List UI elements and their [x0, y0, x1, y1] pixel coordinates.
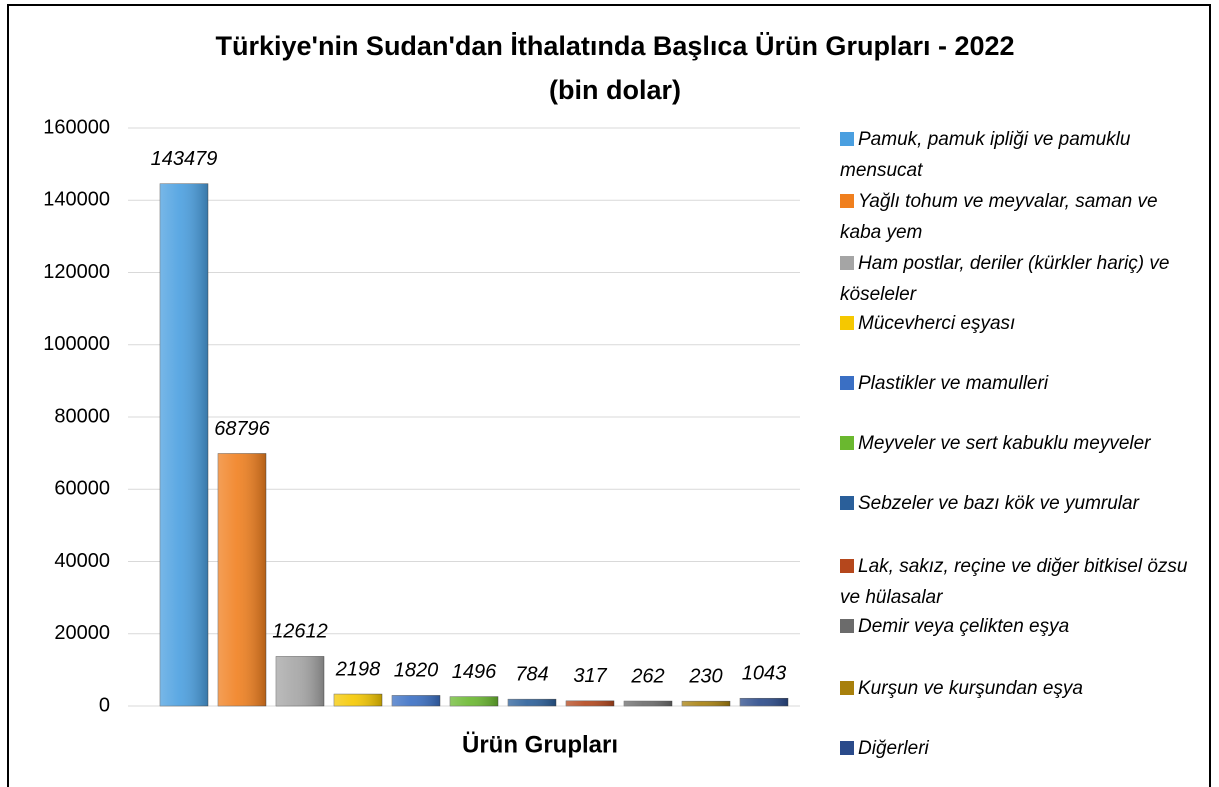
bar-shade: [276, 656, 324, 706]
legend-swatch: [840, 376, 854, 390]
legend-entry: Pamuk, pamuk ipliği ve pamuklu mensucat: [840, 124, 1200, 186]
y-tick-label: 140000: [43, 189, 110, 211]
legend-label: Lak, sakız, reçine ve diğer bitkisel özs…: [840, 556, 1188, 608]
data-label: 143479: [151, 148, 218, 170]
y-tick-label: 120000: [43, 261, 110, 283]
y-tick-label: 40000: [54, 550, 110, 572]
data-label: 1496: [452, 661, 497, 683]
y-tick-label: 20000: [54, 622, 110, 644]
legend-entry: Meyveler ve sert kabuklu meyveler: [840, 428, 1200, 459]
bar-shade: [334, 694, 382, 706]
y-tick-label: 80000: [54, 405, 110, 427]
legend-swatch: [840, 496, 854, 510]
chart-frame: [7, 4, 1211, 787]
legend-entry: Ham postlar, deriler (kürkler hariç) ve …: [840, 248, 1200, 310]
data-label: 784: [515, 663, 548, 685]
legend-entry: Lak, sakız, reçine ve diğer bitkisel özs…: [840, 551, 1200, 613]
y-tick-label: 60000: [54, 478, 110, 500]
legend-entry: Diğerleri: [840, 733, 1200, 764]
data-label: 1043: [742, 663, 787, 685]
legend-entry: Kurşun ve kurşundan eşya: [840, 673, 1200, 704]
legend-label: Diğerleri: [858, 738, 929, 759]
bar-shade: [740, 698, 788, 706]
chart-title: Türkiye'nin Sudan'dan İthalatında Başlıc…: [215, 31, 1014, 61]
legend-label: Pamuk, pamuk ipliği ve pamuklu mensucat: [840, 129, 1131, 181]
bar-shade: [566, 700, 614, 706]
data-label: 12612: [272, 621, 328, 643]
data-label: 262: [630, 665, 664, 687]
legend-swatch: [840, 741, 854, 755]
data-label: 1820: [394, 660, 439, 682]
bar-shade: [160, 183, 208, 706]
legend-label: Plastikler ve mamulleri: [858, 373, 1049, 394]
data-label: 2198: [335, 658, 381, 680]
bar-shade: [392, 695, 440, 706]
y-tick-label: 160000: [43, 116, 110, 138]
legend-entry: Mücevherci eşyası: [840, 308, 1200, 339]
legend-entry: Yağlı tohum ve meyvalar, saman ve kaba y…: [840, 186, 1200, 248]
legend-label: Sebzeler ve bazı kök ve yumrular: [858, 493, 1139, 514]
bar-shade: [218, 453, 266, 706]
legend-entry: Demir veya çelikten eşya: [840, 611, 1200, 642]
bar-shade: [508, 699, 556, 706]
legend-label: Ham postlar, deriler (kürkler hariç) ve …: [840, 253, 1170, 305]
chart-subtitle: (bin dolar): [549, 75, 681, 105]
legend-swatch: [840, 681, 854, 695]
legend-entry: Sebzeler ve bazı kök ve yumrular: [840, 488, 1200, 519]
legend-label: Demir veya çelikten eşya: [858, 616, 1070, 637]
legend-label: Yağlı tohum ve meyvalar, saman ve kaba y…: [840, 191, 1158, 243]
y-tick-label: 0: [99, 694, 110, 716]
data-label: 68796: [214, 418, 270, 440]
legend-swatch: [840, 619, 854, 633]
data-label: 317: [573, 665, 607, 687]
bar-shade: [682, 701, 730, 706]
legend-swatch: [840, 316, 854, 330]
legend-label: Mücevherci eşyası: [858, 313, 1016, 334]
legend-swatch: [840, 436, 854, 450]
legend-entry: Plastikler ve mamulleri: [840, 368, 1200, 399]
x-axis-label: Ürün Grupları: [462, 731, 618, 758]
y-tick-label: 100000: [43, 333, 110, 355]
bar-shade: [624, 701, 672, 706]
data-label: 230: [688, 665, 722, 687]
legend-label: Meyveler ve sert kabuklu meyveler: [858, 433, 1151, 454]
legend-label: Kurşun ve kurşundan eşya: [858, 678, 1083, 699]
legend-swatch: [840, 194, 854, 208]
legend-swatch: [840, 132, 854, 146]
legend-swatch: [840, 256, 854, 270]
legend-swatch: [840, 559, 854, 573]
bar-shade: [450, 696, 498, 706]
